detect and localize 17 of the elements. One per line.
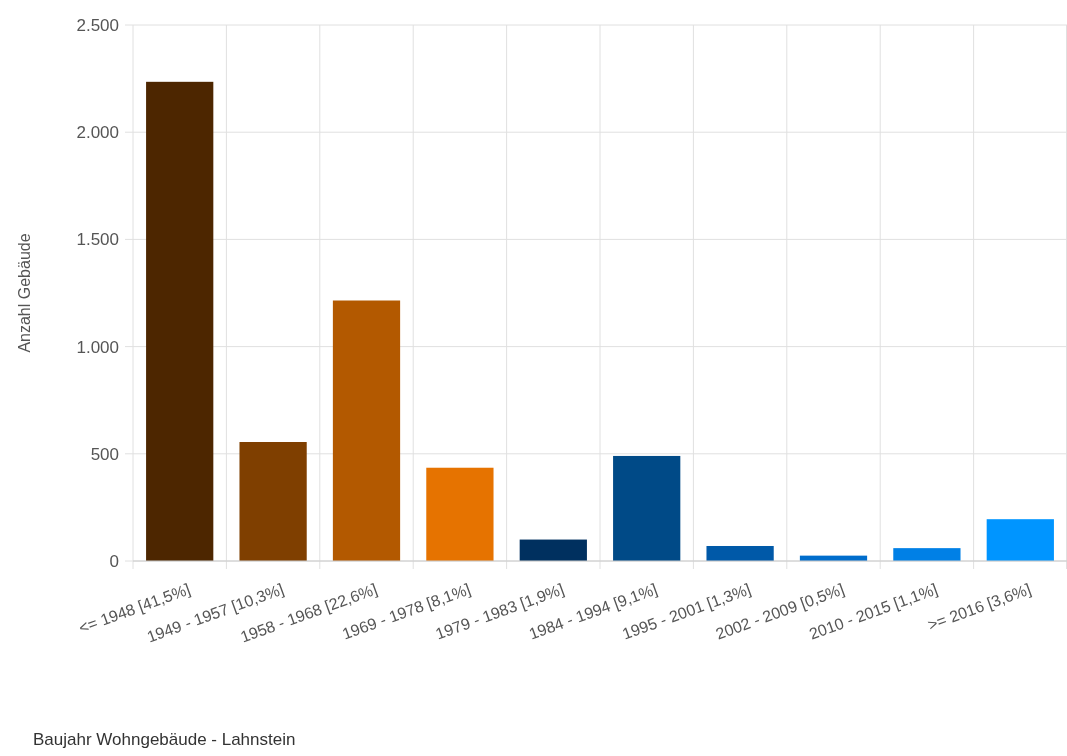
bar	[986, 519, 1054, 561]
bar	[146, 81, 214, 561]
y-tick-label: 1.000	[76, 337, 119, 357]
text: Baujahr Wohngebäude - Lahnstein	[33, 730, 296, 749]
bar	[893, 548, 961, 561]
bar	[332, 300, 401, 561]
bar	[613, 455, 681, 561]
bar	[426, 467, 494, 561]
y-tick-label: 2.000	[76, 123, 119, 143]
bar	[706, 545, 774, 561]
bar	[239, 442, 307, 561]
y-tick-label: 500	[90, 444, 119, 464]
y-axis-title: Anzahl Gebäude	[16, 233, 33, 353]
bar	[519, 539, 587, 561]
y-tick-label: 0	[109, 551, 119, 571]
y-tick-label: 2.500	[76, 15, 119, 35]
y-tick-label: 1.500	[76, 230, 119, 250]
